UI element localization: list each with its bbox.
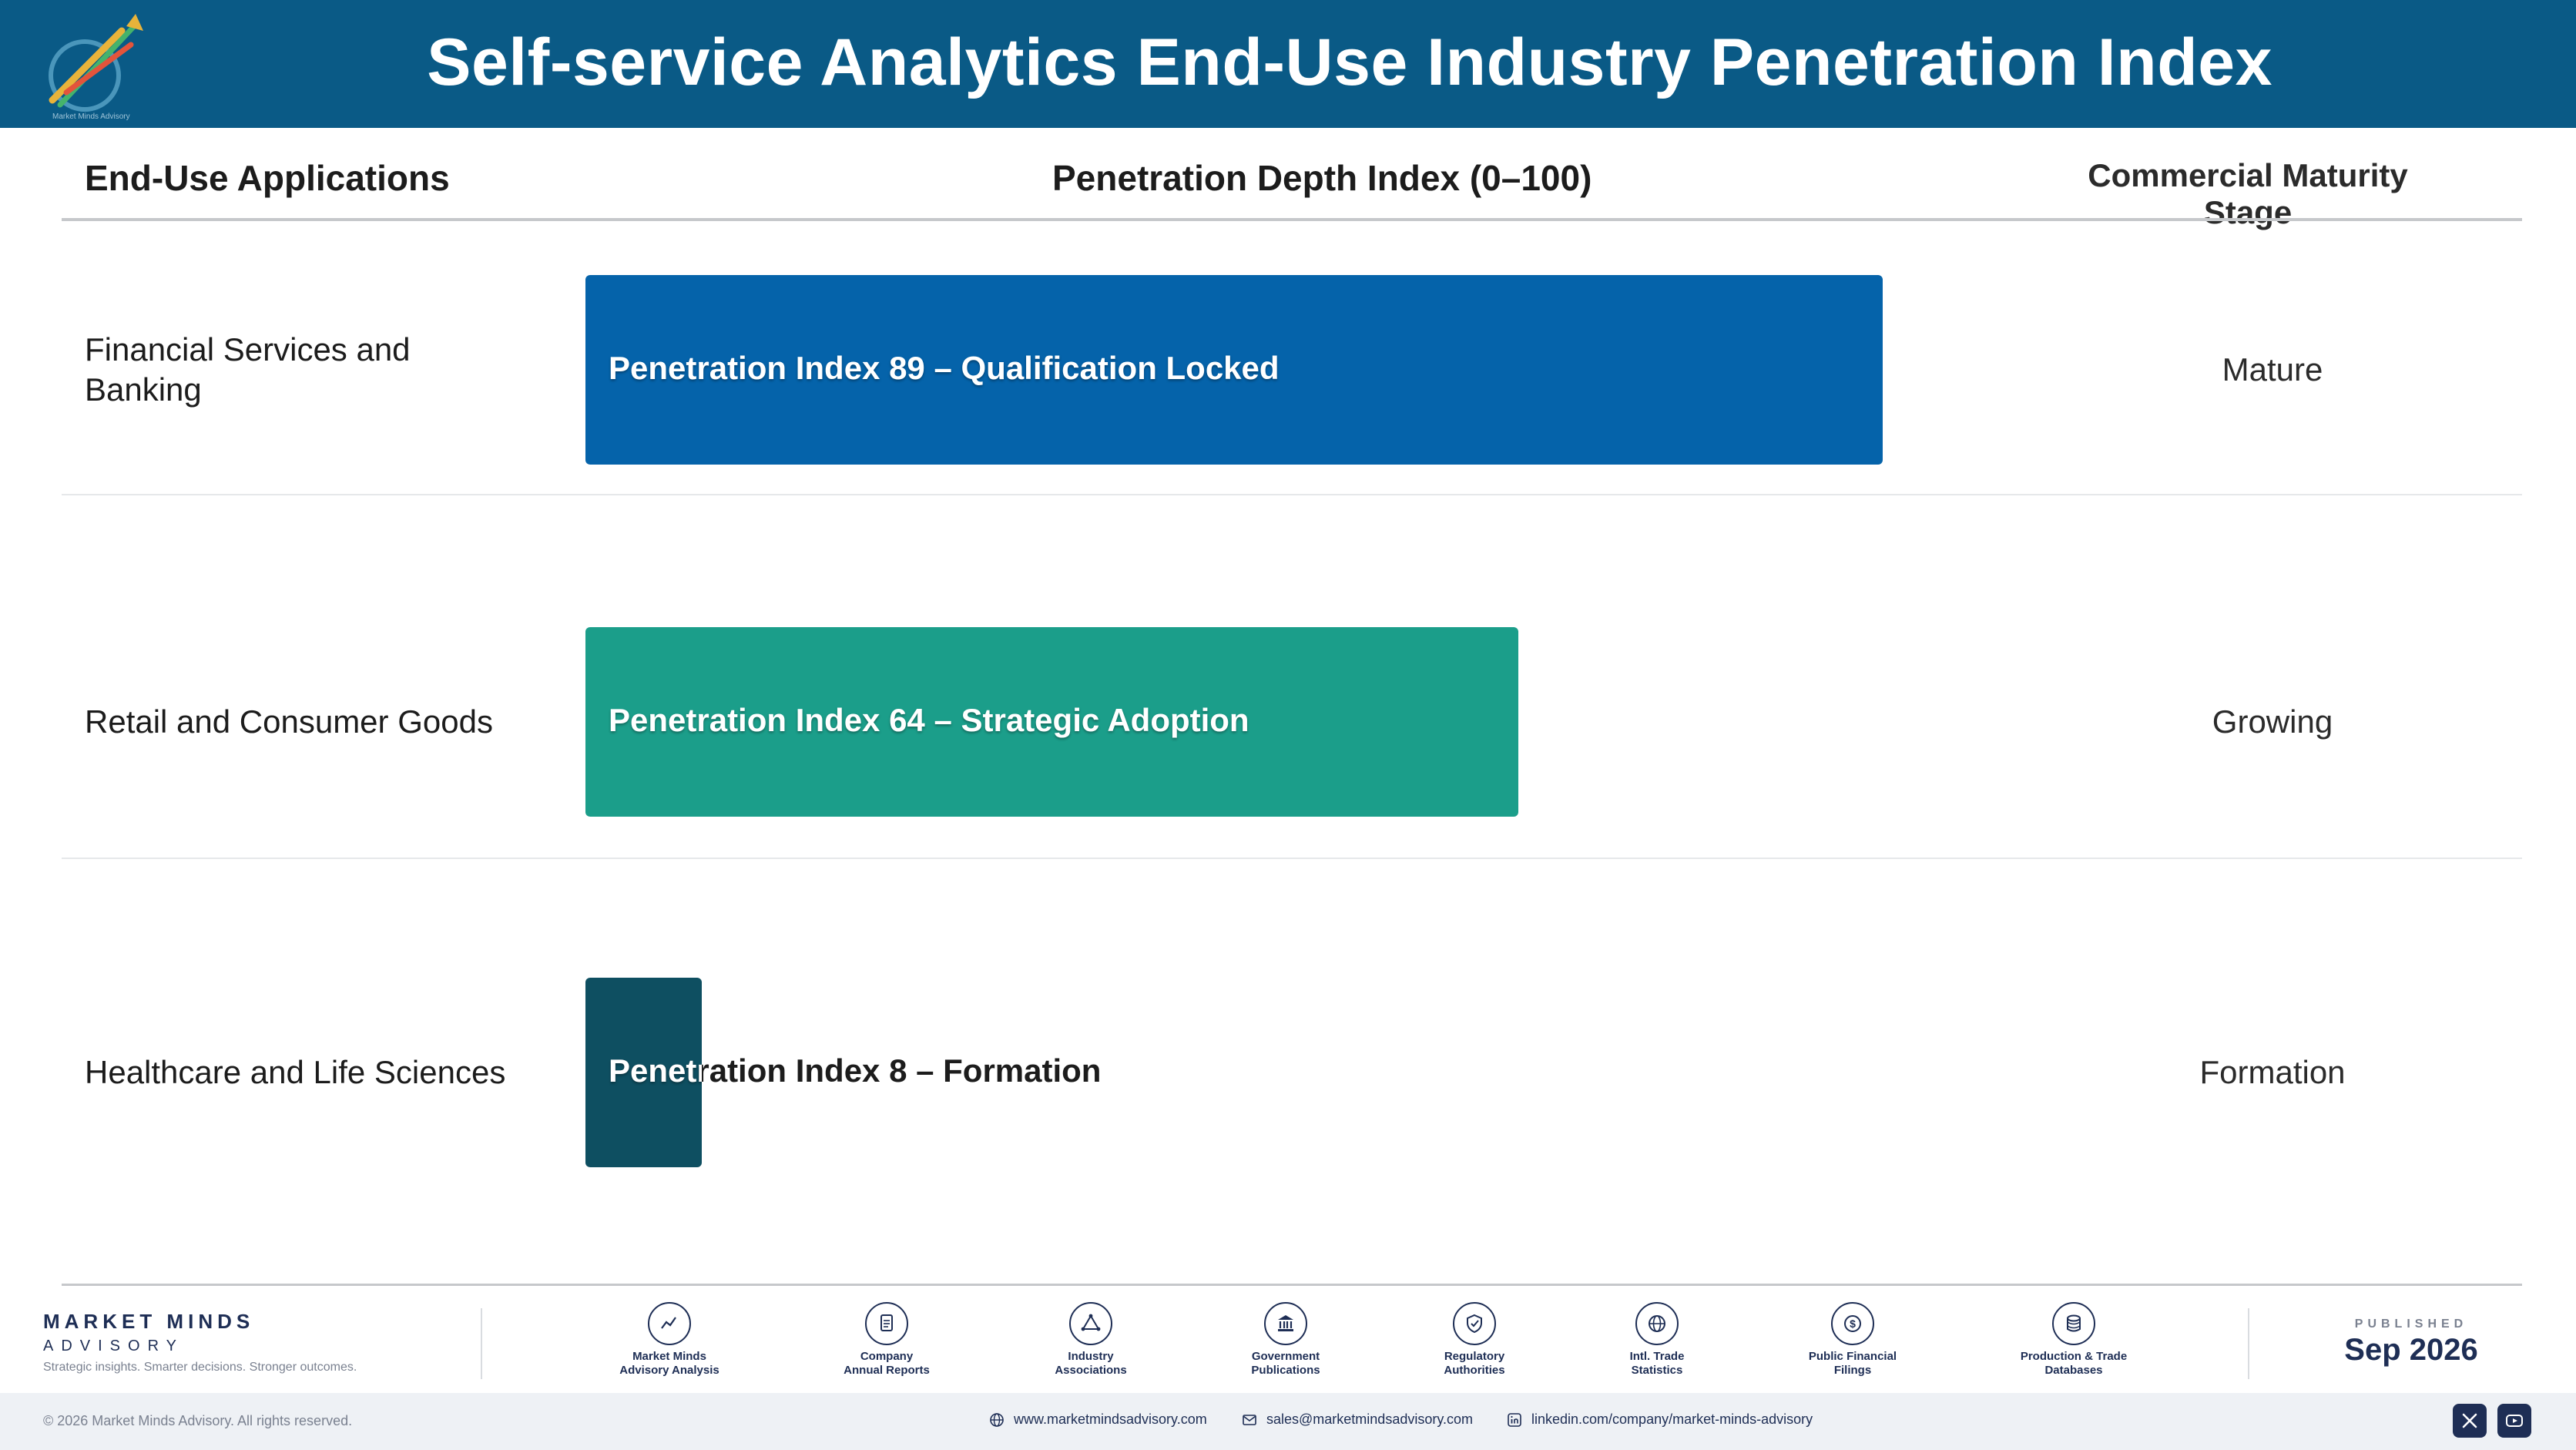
source-label-line2: Publications xyxy=(1251,1364,1320,1377)
source-item: Company Annual Reports xyxy=(802,1302,971,1378)
footer-divider-left xyxy=(481,1308,482,1379)
source-label-line1: Intl. Trade xyxy=(1629,1350,1685,1363)
header-divider xyxy=(62,218,2522,221)
bar-value-label: Penetration Index 89 – Qualification Loc… xyxy=(609,350,1280,386)
source-label-line1: Regulatory xyxy=(1444,1350,1505,1363)
dollar-coin-icon: $ xyxy=(1831,1302,1874,1345)
maturity-stage: Growing xyxy=(2212,703,2333,740)
row-divider xyxy=(62,858,2522,859)
mail-icon xyxy=(1243,1414,1256,1425)
index-bar xyxy=(585,978,702,1167)
row-label: Healthcare and Life Sciences xyxy=(85,1054,506,1090)
source-item: $ Public Financial Filings xyxy=(1768,1302,1937,1378)
x-social-button[interactable] xyxy=(2453,1404,2487,1438)
brand-tagline: Strategic insights. Smarter decisions. S… xyxy=(43,1361,357,1374)
maturity-stage: Mature xyxy=(2222,351,2323,388)
government-building-icon xyxy=(1264,1302,1307,1345)
database-icon xyxy=(2052,1302,2095,1345)
title-banner: Market Minds Advisory Self-service Analy… xyxy=(0,0,2576,128)
website-text: www.marketmindsadvisory.com xyxy=(1014,1411,1207,1427)
source-label-line1: Public Financial xyxy=(1808,1350,1897,1363)
brand-subtitle: ADVISORY xyxy=(43,1338,184,1354)
globe-icon xyxy=(990,1412,1004,1427)
svg-text:$: $ xyxy=(1850,1317,1856,1330)
linkedin-text: linkedin.com/company/market-minds-adviso… xyxy=(1531,1411,1813,1427)
x-icon xyxy=(2462,1413,2477,1428)
row-label: Financial Services and Banking xyxy=(85,331,411,408)
website-link[interactable]: www.marketmindsadvisory.com xyxy=(989,1411,1207,1428)
linkedin-icon xyxy=(1508,1412,1521,1427)
source-item: Production & Trade Databases xyxy=(1989,1302,2158,1378)
chart-line-icon xyxy=(648,1302,691,1345)
bar-value-label-overlay: Penetration Index 8 – Formation xyxy=(609,1052,702,1089)
brand-name: MARKET MINDS xyxy=(43,1310,255,1333)
bar-value-label: Penetration Index 64 – Strategic Adoptio… xyxy=(609,702,1249,738)
shield-icon xyxy=(1453,1302,1496,1345)
column-header-index: Penetration Depth Index (0–100) xyxy=(1052,158,1592,198)
source-label-line2: Statistics xyxy=(1631,1364,1683,1377)
footer-divider-right xyxy=(2248,1308,2249,1379)
source-label-line1: Production & Trade xyxy=(2020,1350,2128,1363)
source-label-line1: Industry xyxy=(1068,1350,1114,1363)
globe-icon xyxy=(1635,1302,1679,1345)
maturity-stage: Formation xyxy=(2199,1054,2346,1090)
column-header-stage: Commercial Maturity Stage xyxy=(2088,157,2408,230)
source-label-line2: Filings xyxy=(1833,1364,1872,1377)
row-divider xyxy=(62,494,2522,495)
source-label-line2: Authorities xyxy=(1444,1364,1505,1377)
index-bar xyxy=(585,275,1883,465)
source-label-line1: Company xyxy=(860,1350,914,1363)
copyright-text: © 2026 Market Minds Advisory. All rights… xyxy=(43,1413,353,1428)
row-label: Retail and Consumer Goods xyxy=(85,703,493,740)
column-header-applications: End-Use Applications xyxy=(85,158,450,198)
company-logo-icon: Market Minds Advisory xyxy=(49,14,143,121)
source-label-line2: Associations xyxy=(1055,1364,1127,1377)
source-label-line2: Databases xyxy=(2044,1364,2103,1377)
source-item: Industry Associations xyxy=(1006,1302,1176,1378)
source-item: Regulatory Authorities xyxy=(1390,1302,1559,1378)
svg-text:Market Minds Advisory: Market Minds Advisory xyxy=(52,112,130,121)
youtube-social-button[interactable] xyxy=(2497,1404,2531,1438)
email-link[interactable]: sales@marketmindsadvisory.com xyxy=(1242,1411,1473,1428)
source-label-line1: Market Minds xyxy=(632,1350,706,1363)
document-icon xyxy=(865,1302,908,1345)
page-title: Self-service Analytics End-Use Industry … xyxy=(427,25,2272,99)
source-label-line1: Government xyxy=(1251,1350,1320,1363)
index-bar xyxy=(585,627,1518,817)
chart-bottom-divider xyxy=(62,1284,2522,1286)
bar-value-label: Penetration Index 8 – Formation xyxy=(609,1052,1102,1089)
linkedin-link[interactable]: linkedin.com/company/market-minds-adviso… xyxy=(1507,1411,1813,1428)
published-date: Sep 2026 xyxy=(2344,1333,2478,1367)
youtube-icon xyxy=(2506,1415,2523,1427)
network-icon xyxy=(1069,1302,1112,1345)
source-item: Market Minds Advisory Analysis xyxy=(585,1302,754,1378)
source-label-line2: Advisory Analysis xyxy=(619,1364,719,1377)
source-label-line2: Annual Reports xyxy=(844,1364,930,1377)
footer-bottom-band xyxy=(0,1393,2576,1450)
published-label: PUBLISHED xyxy=(2354,1317,2468,1331)
source-item: Government Publications xyxy=(1201,1302,1370,1378)
email-text: sales@marketmindsadvisory.com xyxy=(1266,1411,1474,1427)
source-item: Intl. Trade Statistics xyxy=(1572,1302,1742,1378)
